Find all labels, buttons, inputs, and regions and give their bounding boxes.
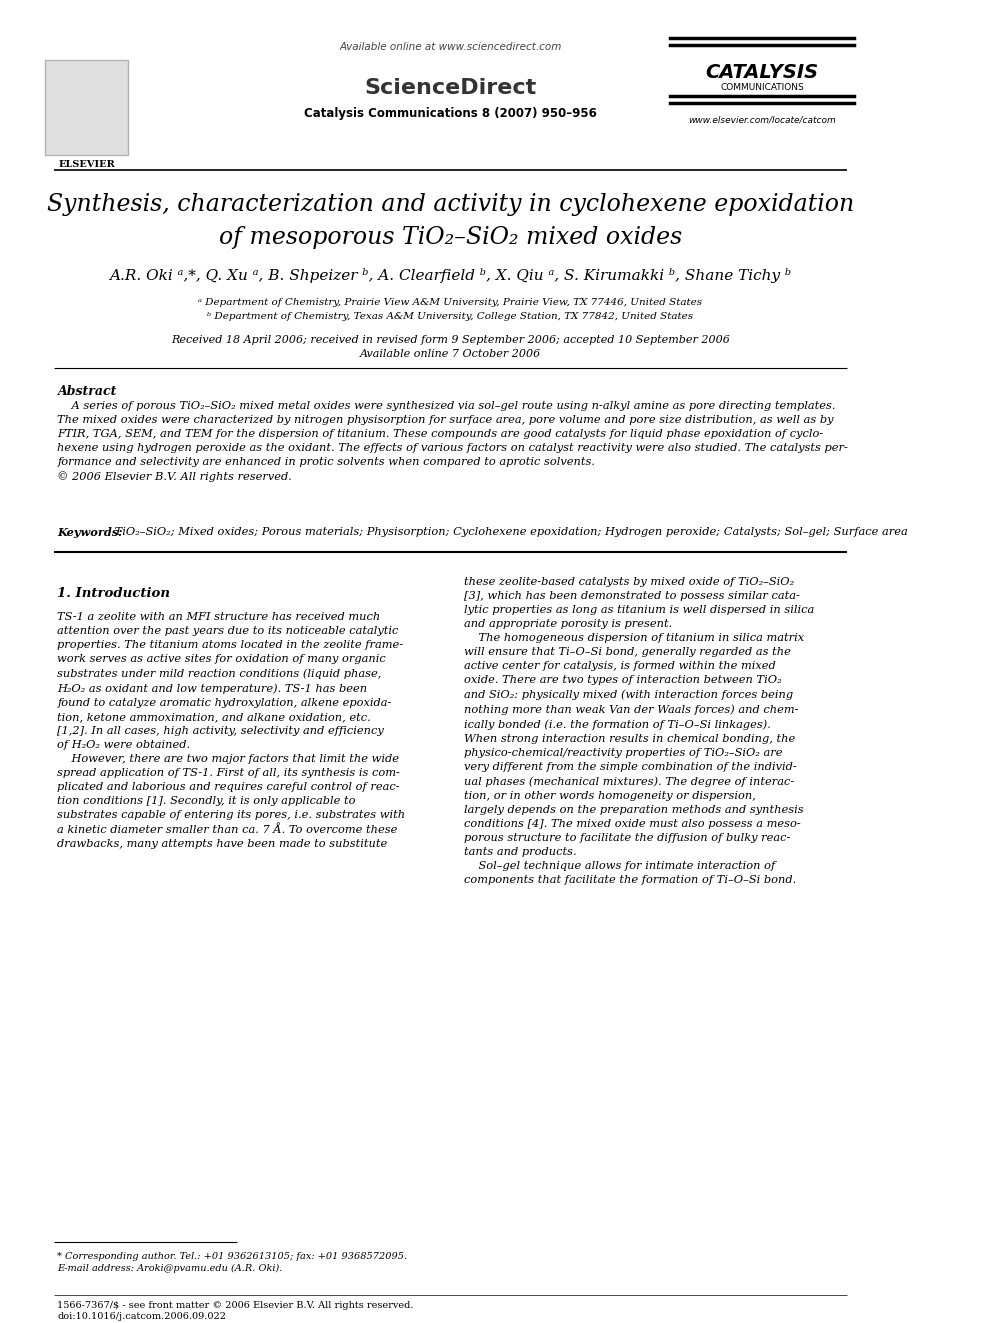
Text: TS-1 a zeolite with an MFI structure has received much
attention over the past y: TS-1 a zeolite with an MFI structure has…: [58, 613, 406, 849]
Text: ELSEVIER: ELSEVIER: [59, 160, 115, 169]
Text: Available online at www.sciencedirect.com: Available online at www.sciencedirect.co…: [339, 42, 561, 52]
Text: ᵃ Department of Chemistry, Prairie View A&M University, Prairie View, TX 77446, : ᵃ Department of Chemistry, Prairie View …: [198, 298, 702, 307]
Text: Catalysis Communications 8 (2007) 950–956: Catalysis Communications 8 (2007) 950–95…: [305, 107, 597, 120]
Text: ScienceDirect: ScienceDirect: [364, 78, 537, 98]
Text: Available online 7 October 2006: Available online 7 October 2006: [360, 349, 542, 359]
Text: Synthesis, characterization and activity in cyclohexene epoxidation: Synthesis, characterization and activity…: [47, 193, 854, 216]
Text: www.elsevier.com/locate/catcom: www.elsevier.com/locate/catcom: [688, 116, 836, 124]
Text: of mesoporous TiO₂–SiO₂ mixed oxides: of mesoporous TiO₂–SiO₂ mixed oxides: [219, 226, 682, 249]
Text: TiO₂–SiO₂; Mixed oxides; Porous materials; Physisorption; Cyclohexene epoxidatio: TiO₂–SiO₂; Mixed oxides; Porous material…: [111, 528, 908, 537]
Text: * Corresponding author. Tel.: +01 9362613105; fax: +01 9368572095.: * Corresponding author. Tel.: +01 936261…: [58, 1252, 408, 1261]
Text: A.R. Oki ᵃ,*, Q. Xu ᵃ, B. Shpeizer ᵇ, A. Clearfield ᵇ, X. Qiu ᵃ, S. Kirumakki ᵇ,: A.R. Oki ᵃ,*, Q. Xu ᵃ, B. Shpeizer ᵇ, A.…: [109, 267, 792, 283]
Text: 1. Introduction: 1. Introduction: [58, 587, 171, 601]
Bar: [46, 60, 128, 155]
Text: A series of porous TiO₂–SiO₂ mixed metal oxides were synthesized via sol–gel rou: A series of porous TiO₂–SiO₂ mixed metal…: [58, 401, 848, 482]
Text: CATALYSIS: CATALYSIS: [705, 64, 818, 82]
Text: E-mail address: Aroki@pvamu.edu (A.R. Oki).: E-mail address: Aroki@pvamu.edu (A.R. Ok…: [58, 1263, 283, 1273]
Text: Keywords:: Keywords:: [58, 528, 123, 538]
Text: 1566-7367/$ - see front matter © 2006 Elsevier B.V. All rights reserved.: 1566-7367/$ - see front matter © 2006 El…: [58, 1301, 414, 1310]
Text: ᵇ Department of Chemistry, Texas A&M University, College Station, TX 77842, Unit: ᵇ Department of Chemistry, Texas A&M Uni…: [207, 312, 693, 320]
Text: Received 18 April 2006; received in revised form 9 September 2006; accepted 10 S: Received 18 April 2006; received in revi…: [172, 335, 730, 345]
Text: doi:10.1016/j.catcom.2006.09.022: doi:10.1016/j.catcom.2006.09.022: [58, 1311, 226, 1320]
Text: COMMUNICATIONS: COMMUNICATIONS: [720, 83, 804, 91]
Text: Abstract: Abstract: [58, 385, 117, 398]
Text: these zeolite-based catalysts by mixed oxide of TiO₂–SiO₂
[3], which has been de: these zeolite-based catalysts by mixed o…: [463, 577, 813, 885]
